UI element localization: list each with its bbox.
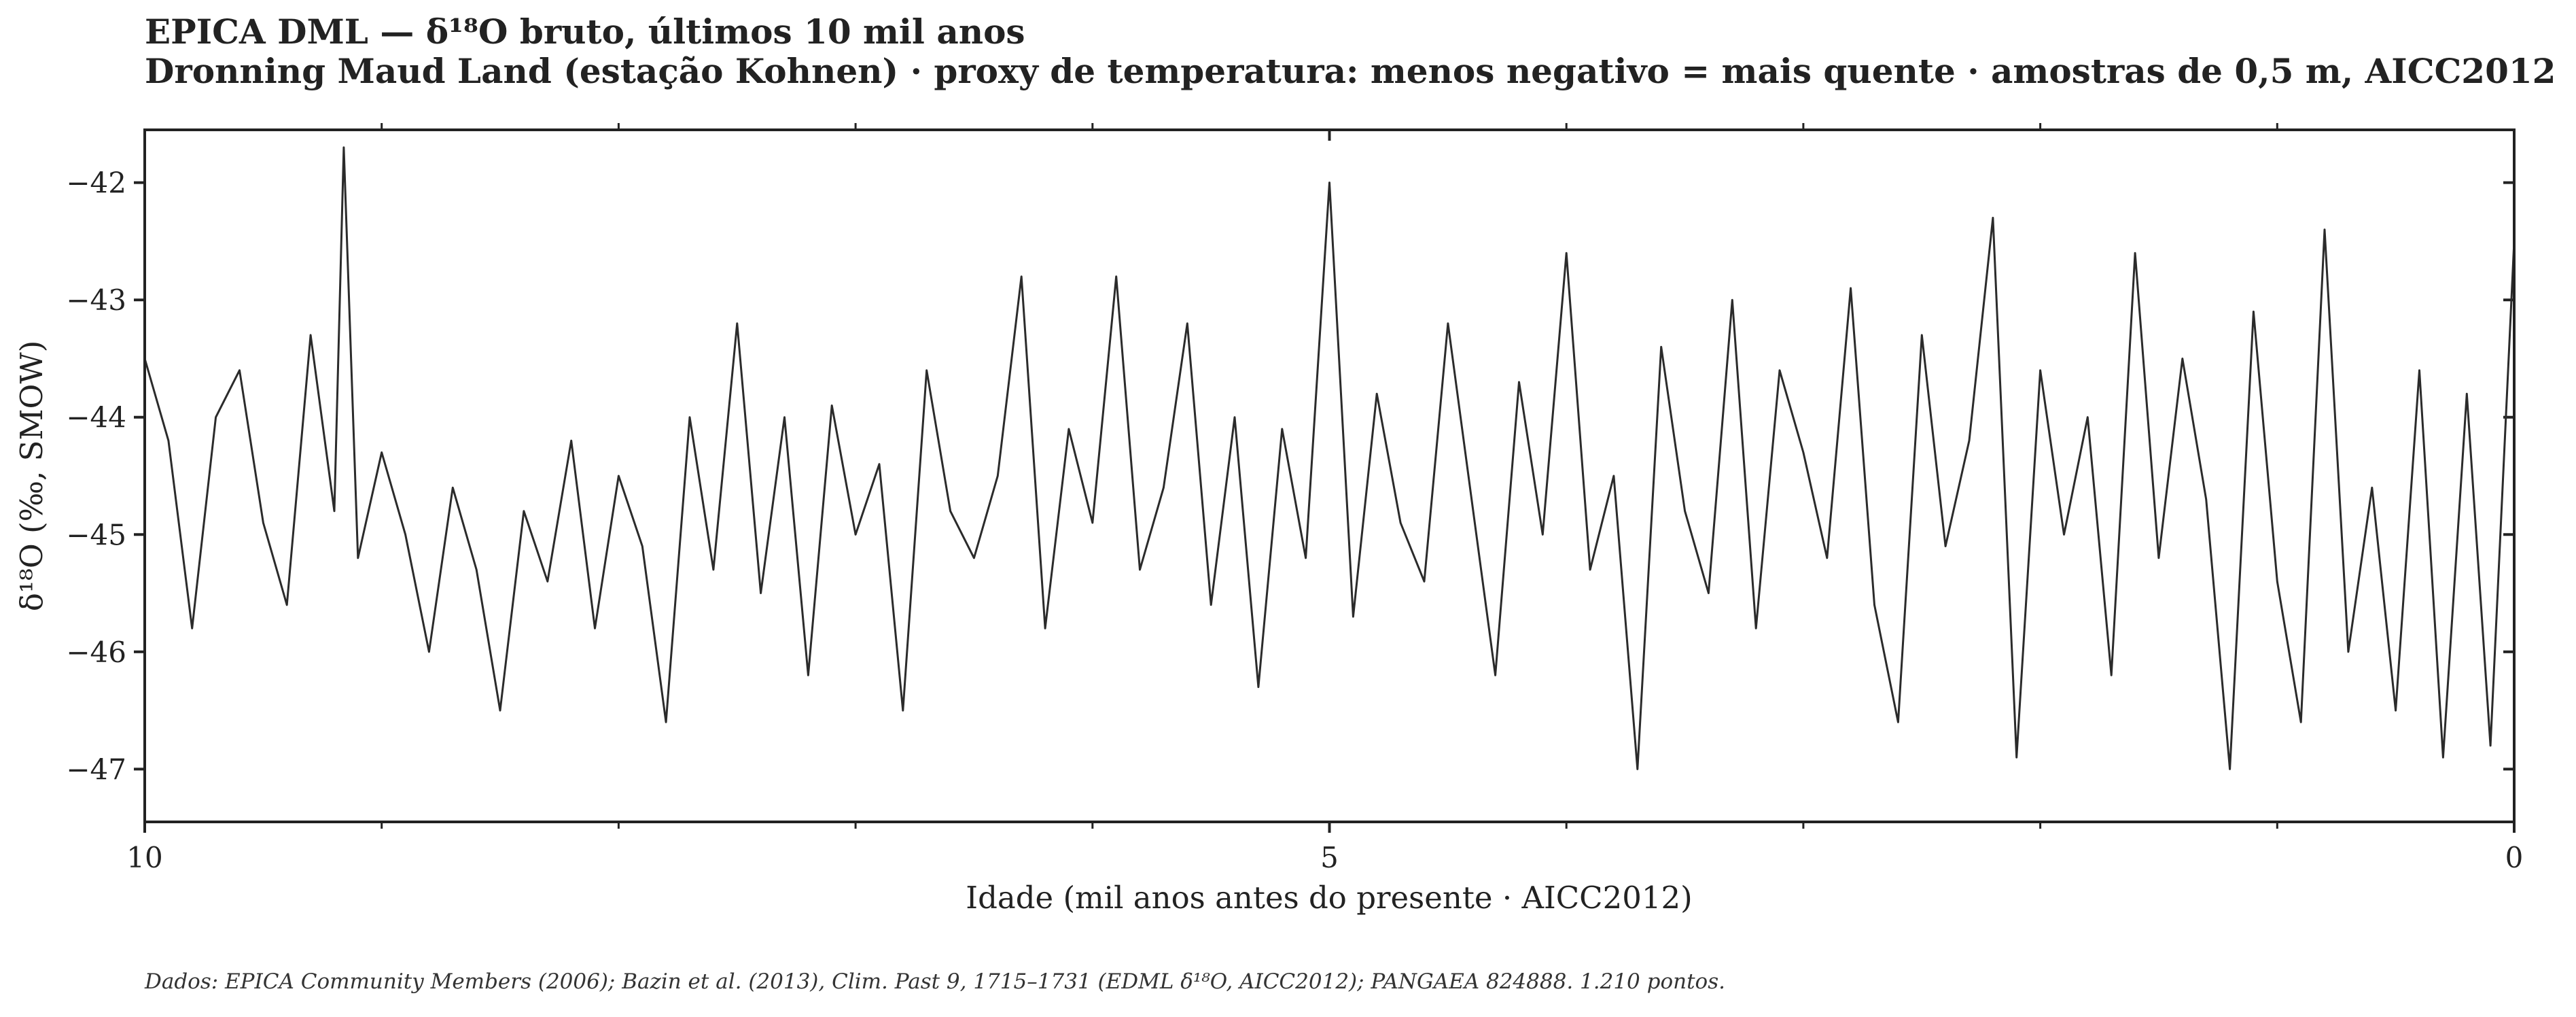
- x-tick-label: 10: [126, 841, 162, 874]
- x-axis-label: Idade (mil anos antes do presente · AICC…: [966, 880, 1692, 916]
- data-source-note: Dados: EPICA Community Members (2006); B…: [145, 969, 1725, 994]
- series-line-d18o: [143, 146, 2516, 770]
- series-layer: [143, 146, 2516, 770]
- y-tick-label: −42: [66, 167, 126, 200]
- chart-title: EPICA DML — δ¹⁸O bruto, últimos 10 mil a…: [145, 12, 1025, 52]
- chart-title-block: EPICA DML — δ¹⁸O bruto, últimos 10 mil a…: [145, 12, 2556, 91]
- y-tick-label: −43: [66, 283, 126, 317]
- y-tick-label: −46: [66, 636, 126, 669]
- x-tick-label: 5: [1320, 841, 1339, 874]
- axes-layer: 10 5 0 −42 −43 −44 −45 −46 −47: [66, 123, 2523, 874]
- y-tick-label: −47: [66, 753, 126, 786]
- chart-subtitle: Dronning Maud Land (estação Kohnen) · pr…: [145, 51, 2556, 91]
- y-axis-label: δ¹⁸O (‰, SMOW): [14, 341, 50, 612]
- plot-frame: [143, 128, 2516, 823]
- x-tick-label: 0: [2505, 841, 2524, 874]
- y-tick-label: −44: [66, 401, 126, 434]
- y-tick-label: −45: [66, 518, 126, 551]
